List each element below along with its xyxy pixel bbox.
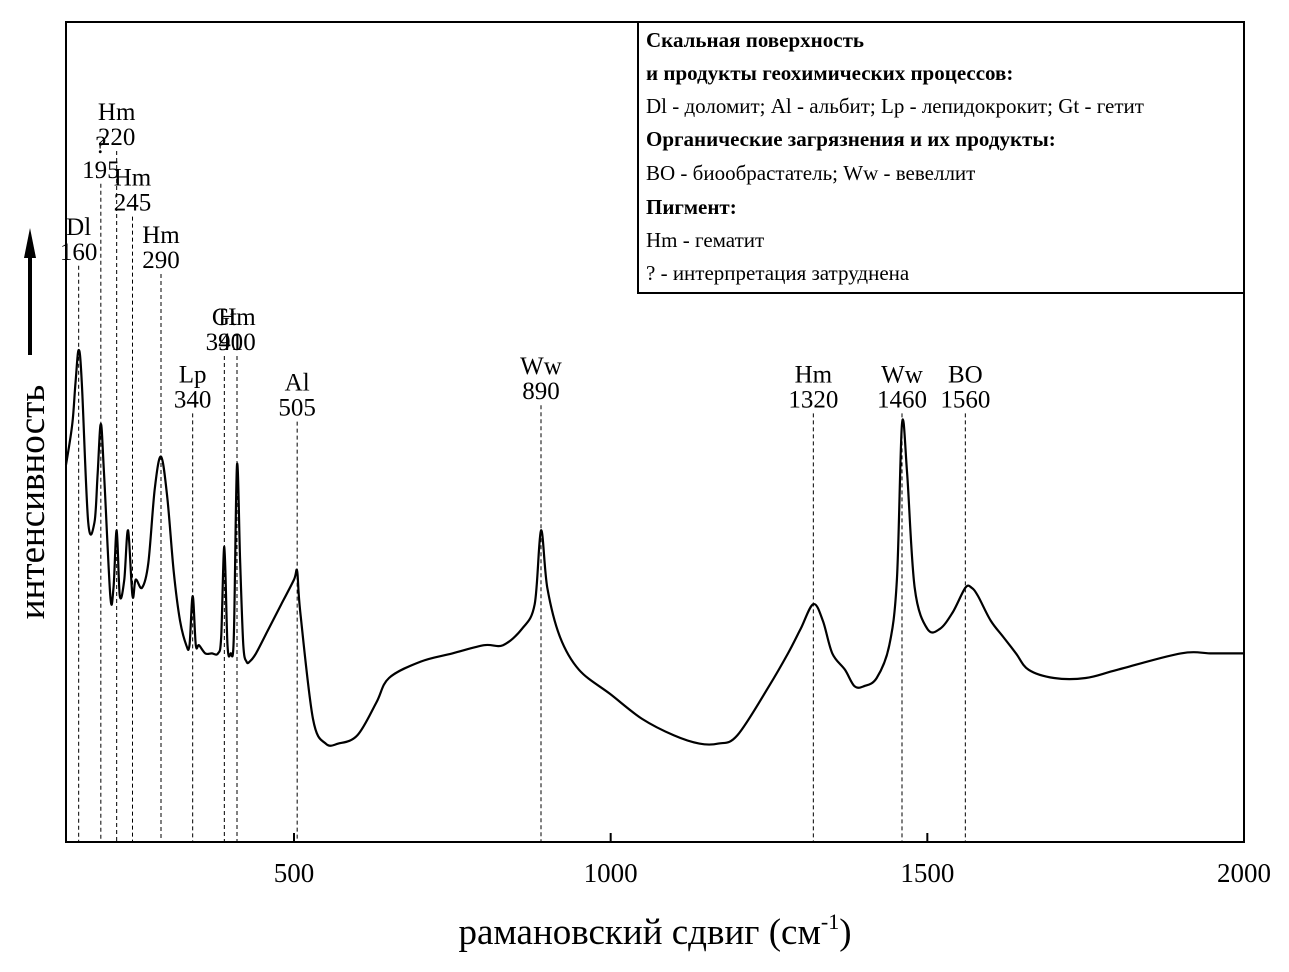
peak-value-label: 1320 [788,386,838,413]
x-axis-label: рамановский сдвиг (см-1) [458,909,851,953]
peak-value-label: 220 [98,124,136,151]
peak-value-label: 1560 [940,386,990,413]
legend-line: Пигмент: [646,195,737,219]
x-tick-label: 500 [274,858,315,888]
peak-name-label: Hm [142,222,180,249]
peak-value-label: 290 [142,247,180,274]
x-axis-label-superscript: -1 [821,909,839,934]
legend-line: и продукты геохимических процессов: [646,61,1013,85]
x-axis-label-close: ) [839,912,851,953]
peak-value-label: 890 [522,378,560,405]
legend-line: ? - интерпретация затруднена [646,261,910,285]
peak-value-label: 340 [174,386,212,413]
peak-value-label: 410 [218,329,256,356]
peak-name-label: Hm [218,304,256,331]
legend-line: Dl - доломит; Al - альбит; Lp - лепидокр… [646,94,1144,118]
peak-markers: Dl160?195Hm220Hm245Hm290Lp340Gt390Hm410A… [60,99,990,842]
x-tick-label: 1500 [900,858,954,888]
peak-name-label: Ww [520,353,562,380]
peak-value-label: 505 [278,395,316,422]
legend-line: Скальная поверхность [646,28,864,52]
peak-value-label: 390 [206,329,244,356]
peak-value-label: 160 [60,239,98,266]
peak-name-label: Hm [114,165,152,192]
peak-name-label: Hm [795,361,833,388]
x-tick-label: 2000 [1217,858,1271,888]
peak-name-label: Dl [66,214,91,241]
peak-name-label: BO [948,361,983,388]
peak-name-label: ? [95,132,106,159]
peak-name-label: Ww [881,361,923,388]
peak-value-label: 1460 [877,386,927,413]
legend-line: BO - биообрастатель; Ww - вевеллит [646,161,975,185]
peak-value-label: 195 [82,157,120,184]
legend-box [637,21,1245,294]
peak-value-label: 245 [114,190,152,217]
peak-name-label: Gt [212,304,237,331]
y-axis-arrow [24,228,36,355]
x-axis-label-main: рамановский сдвиг (см [458,912,820,953]
y-axis-label: интенсивность [12,385,53,619]
legend-line: Органические загрязнения и их продукты: [646,127,1056,151]
x-axis-ticks: 500 1000 1500 2000 [274,833,1271,888]
peak-name-label: Hm [98,99,136,126]
spectrum-line [64,348,1244,747]
legend: Скальная поверхность и продукты геохимич… [637,21,1245,294]
legend-line: Hm - гематит [646,228,764,252]
peak-name-label: Lp [179,361,207,388]
x-tick-label: 1000 [584,858,638,888]
peak-name-label: Al [285,370,310,397]
